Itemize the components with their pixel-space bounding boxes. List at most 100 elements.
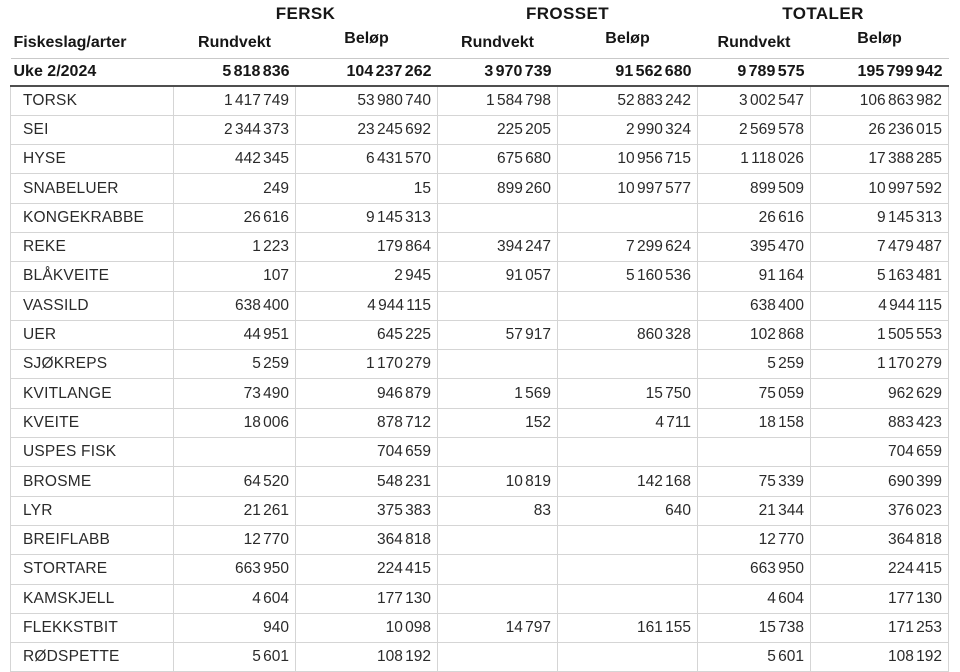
- value-cell: 663 950: [697, 554, 811, 585]
- table-row: BROSME 64 520 548 231 10 819 142 168 75 339 69…: [10, 466, 949, 497]
- value-cell: [697, 437, 811, 468]
- value-cell: 106 863 982: [810, 85, 949, 116]
- value-cell: 638 400: [697, 290, 811, 321]
- week-label: Uke 2/2024: [10, 57, 174, 87]
- value-cell: 4 604: [697, 583, 811, 614]
- group-header-totaler: TOTALER: [782, 4, 864, 23]
- table-row: HYSE 442 345 6 431 570 675 680 10 956 715 1 1…: [10, 144, 949, 175]
- value-cell: 142 168: [557, 466, 698, 497]
- frosset-belop-header: Beløp: [558, 28, 698, 58]
- totaler-rundvekt-header: Rundvekt: [717, 33, 791, 51]
- table-row: FLEKKSTBIT 940 10 098 14 797 161 155 15 738 17…: [10, 612, 949, 644]
- species-name: UER: [10, 319, 174, 351]
- value-cell: 1 505 553: [810, 319, 949, 351]
- species-column-header: Fiskeslag/arter: [13, 33, 127, 51]
- value-cell: 44 951: [173, 319, 296, 351]
- value-cell: [557, 437, 698, 468]
- table-row: REKE 1 223 179 864 394 247 7 299 624 395 470 7…: [10, 231, 949, 263]
- value-cell: [557, 524, 698, 556]
- value-cell: 15 738: [697, 612, 811, 644]
- table-row: SNABELUER 249 15 899 260 10 997 577 899 509 10…: [10, 173, 949, 204]
- value-cell: 91 057: [437, 261, 558, 292]
- value-cell: 26 616: [697, 202, 811, 233]
- table-body: TORSK 1 417 749 53 980 740 1 584 798 52 883 …: [10, 85, 949, 672]
- totals-frosset-belop: 91 562 680: [557, 57, 698, 87]
- value-cell: 57 917: [437, 319, 558, 351]
- value-cell: [437, 349, 558, 380]
- value-cell: 376 023: [810, 495, 949, 526]
- value-cell: 4 604: [173, 583, 296, 614]
- table-row: USPES FISK 704 659 704 659: [10, 437, 949, 468]
- value-cell: 108 192: [295, 642, 438, 672]
- value-cell: [437, 583, 558, 614]
- value-cell: 940: [173, 612, 296, 644]
- table-row: TORSK 1 417 749 53 980 740 1 584 798 52 883 …: [10, 85, 949, 116]
- species-name: BREIFLABB: [10, 524, 174, 556]
- value-cell: 102 868: [697, 319, 811, 351]
- value-cell: 5 259: [173, 349, 296, 380]
- totals-fersk-rundvekt: 5 818 836: [173, 57, 296, 87]
- table-row: VASSILD 638 400 4 944 115 638 400 4 944 115: [10, 290, 949, 321]
- value-cell: 108 192: [810, 642, 949, 672]
- fersk-belop-header: Beløp: [296, 28, 438, 58]
- table-row: RØDSPETTE 5 601 108 192 5 601 108 192: [10, 642, 949, 672]
- value-cell: 2 344 373: [173, 114, 296, 146]
- totaler-belop-header: Beløp: [811, 28, 949, 58]
- table-row: LYR 21 261 375 383 83 640 21 344 376 023: [10, 495, 949, 526]
- totals-totaler-belop: 195 799 942: [810, 57, 949, 87]
- value-cell: 6 431 570: [295, 144, 438, 175]
- table-row: SJØKREPS 5 259 1 170 279 5 259 1 170 279: [10, 349, 949, 380]
- value-cell: 10 997 592: [810, 173, 949, 204]
- value-cell: 364 818: [295, 524, 438, 556]
- table-row: KONGEKRABBE 26 616 9 145 313 26 616 9 145 31…: [10, 202, 949, 233]
- value-cell: 152: [437, 407, 558, 439]
- value-cell: 10 997 577: [557, 173, 698, 204]
- value-cell: 364 818: [810, 524, 949, 556]
- value-cell: 3 002 547: [697, 85, 811, 116]
- value-cell: 7 479 487: [810, 231, 949, 263]
- group-header-spacer: [11, 0, 174, 28]
- frosset-belop-label: Beløp: [605, 29, 650, 47]
- value-cell: 5 259: [697, 349, 811, 380]
- value-cell: 1 223: [173, 231, 296, 263]
- value-cell: [437, 524, 558, 556]
- value-cell: 224 415: [810, 554, 949, 585]
- species-name: KVEITE: [10, 407, 174, 439]
- landings-table: FERSK FROSSET TOTALER Fiskeslag/arter Ru…: [10, 0, 949, 672]
- value-cell: 1 170 279: [810, 349, 949, 380]
- species-name: FLEKKSTBIT: [10, 612, 174, 644]
- value-cell: 179 864: [295, 231, 438, 263]
- table-row: KVEITE 18 006 878 712 152 4 711 18 158 883 423: [10, 407, 949, 439]
- value-cell: 645 225: [295, 319, 438, 351]
- species-name: SNABELUER: [10, 173, 174, 204]
- value-cell: 12 770: [173, 524, 296, 556]
- species-name: TORSK: [10, 85, 174, 116]
- value-cell: 690 399: [810, 466, 949, 497]
- value-cell: 704 659: [810, 437, 949, 468]
- value-cell: [557, 349, 698, 380]
- value-cell: 18 158: [697, 407, 811, 439]
- value-cell: [437, 437, 558, 468]
- table-row: SEI 2 344 373 23 245 692 225 205 2 990 324 2 …: [10, 114, 949, 146]
- group-header-row: FERSK FROSSET TOTALER: [11, 0, 949, 28]
- value-cell: 640: [557, 495, 698, 526]
- value-cell: 177 130: [810, 583, 949, 614]
- value-cell: [437, 642, 558, 672]
- value-cell: 249: [173, 173, 296, 204]
- value-cell: 1 569: [437, 378, 558, 409]
- species-name: KONGEKRABBE: [10, 202, 174, 233]
- value-cell: 225 205: [437, 114, 558, 146]
- group-header-fersk: FERSK: [275, 4, 336, 23]
- frosset-rundvekt-header: Rundvekt: [461, 33, 534, 51]
- totals-fersk-belop: 104 237 262: [295, 57, 438, 87]
- value-cell: 899 260: [437, 173, 558, 204]
- value-cell: 12 770: [697, 524, 811, 556]
- value-cell: 962 629: [810, 378, 949, 409]
- value-cell: [437, 290, 558, 321]
- species-name: USPES FISK: [10, 437, 174, 468]
- value-cell: [173, 437, 296, 468]
- value-cell: 21 261: [173, 495, 296, 526]
- value-cell: 171 253: [810, 612, 949, 644]
- fersk-rundvekt-header: Rundvekt: [198, 33, 271, 51]
